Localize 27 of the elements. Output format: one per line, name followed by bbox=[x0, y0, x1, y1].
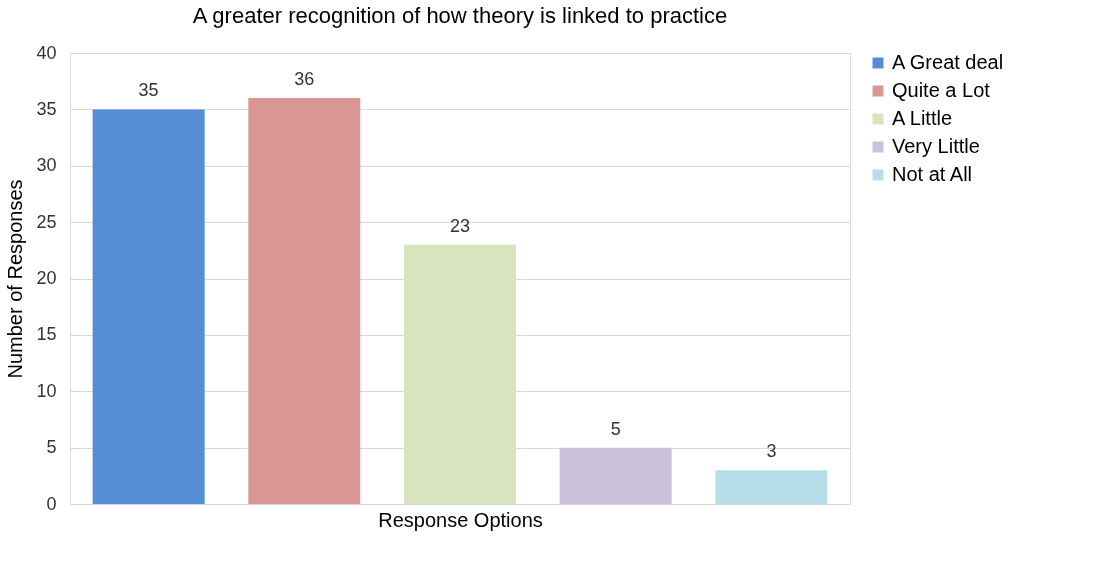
bar bbox=[92, 109, 205, 504]
bar bbox=[404, 244, 516, 504]
data-label: 35 bbox=[138, 80, 159, 101]
data-label: 5 bbox=[610, 418, 621, 439]
y-tick-label: 0 bbox=[46, 493, 57, 514]
x-axis-title: Response Options bbox=[378, 508, 543, 531]
legend-label: Very Little bbox=[892, 135, 980, 157]
data-label: 3 bbox=[766, 441, 777, 462]
bar bbox=[248, 98, 361, 504]
y-tick-label: 30 bbox=[36, 155, 57, 176]
y-tick-label: 20 bbox=[36, 268, 57, 288]
y-tick-label: 35 bbox=[36, 98, 57, 119]
y-axis-title: Number of Responses bbox=[4, 179, 27, 379]
y-tick-label: 15 bbox=[36, 324, 57, 345]
y-tick-label: 25 bbox=[36, 211, 57, 232]
legend-label: Not at All bbox=[892, 163, 973, 185]
data-label: 23 bbox=[449, 215, 471, 236]
data-label: 36 bbox=[294, 69, 315, 90]
bar bbox=[559, 447, 672, 504]
chart-title: A greater recognition of how theory is linked to practice bbox=[192, 3, 728, 28]
legend-label: A Little bbox=[892, 107, 953, 129]
y-tick-label: 10 bbox=[36, 380, 57, 401]
legend-label: Quite a Lot bbox=[892, 79, 991, 101]
y-tick-label: 5 bbox=[46, 437, 57, 458]
bar bbox=[715, 470, 828, 504]
legend-label: A Great deal bbox=[892, 51, 1004, 73]
y-tick-label: 40 bbox=[36, 42, 57, 63]
